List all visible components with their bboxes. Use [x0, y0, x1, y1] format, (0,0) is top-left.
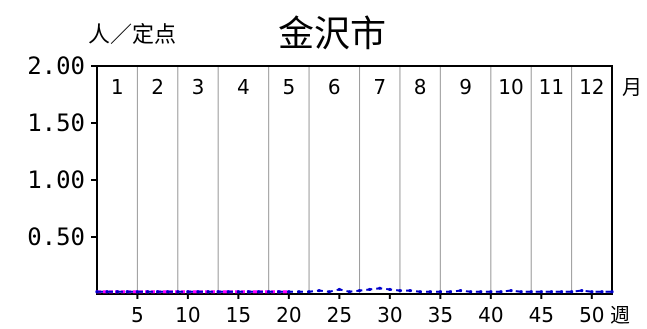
month-label: 12	[579, 75, 604, 99]
data-point	[186, 290, 190, 294]
data-point	[105, 290, 109, 294]
data-point	[580, 288, 584, 293]
data-point	[368, 287, 372, 292]
month-label: 5	[282, 75, 295, 99]
chart-title: 金沢市	[278, 14, 386, 55]
month-label: 6	[328, 75, 341, 99]
data-point	[519, 290, 523, 294]
data-point	[226, 290, 230, 294]
data-point	[458, 288, 463, 293]
series-line	[97, 287, 612, 293]
x-tick-label: 50	[579, 303, 604, 327]
x-tick-label: 35	[428, 303, 453, 327]
data-point	[448, 290, 453, 294]
plot-frame	[96, 65, 613, 295]
data-point	[479, 290, 483, 294]
data-point	[489, 290, 493, 294]
month-label: 2	[151, 75, 164, 99]
data-point	[246, 290, 251, 294]
data-point	[559, 290, 564, 294]
data-point	[155, 290, 160, 294]
data-point	[176, 290, 180, 294]
month-label: 11	[539, 75, 564, 99]
data-point	[267, 290, 271, 294]
data-point	[398, 288, 402, 293]
data-point	[438, 290, 442, 294]
data-point	[216, 290, 220, 294]
data-point	[357, 288, 362, 293]
data-point	[297, 290, 301, 294]
x-tick-label: 45	[529, 303, 554, 327]
week-label: 週	[610, 303, 630, 327]
month-label: 8	[414, 75, 427, 99]
data-point	[337, 287, 341, 292]
data-point	[135, 290, 139, 294]
data-point	[529, 290, 533, 294]
y-tick-label: 2.00	[27, 52, 85, 80]
data-point	[378, 286, 382, 290]
data-point	[469, 290, 473, 294]
data-point	[610, 290, 614, 294]
x-tick-label: 25	[327, 303, 352, 327]
month-label: 7	[373, 75, 386, 99]
data-point	[570, 290, 574, 294]
month-label: 3	[192, 75, 205, 99]
month-label: 9	[459, 75, 472, 99]
data-point	[95, 290, 99, 294]
data-point	[115, 290, 119, 294]
y-tick-label: 1.00	[27, 166, 85, 194]
x-tick-label: 15	[226, 303, 251, 327]
x-tick-label: 5	[131, 303, 144, 327]
data-point	[256, 290, 261, 294]
y-tick-label: 0.50	[27, 223, 85, 251]
data-point	[388, 287, 392, 292]
data-point	[166, 290, 170, 294]
data-point	[236, 290, 240, 294]
data-point	[145, 290, 150, 294]
month-label: 10	[498, 75, 523, 99]
x-tick-label: 40	[478, 303, 503, 327]
month-label: 1	[111, 75, 124, 99]
data-point	[287, 290, 291, 294]
data-point	[539, 290, 543, 294]
month-label: 4	[237, 75, 250, 99]
data-point	[307, 290, 311, 294]
data-point	[196, 290, 200, 294]
month-label: 月	[622, 75, 642, 99]
data-point	[125, 290, 129, 294]
y-unit-label: 人／定点	[88, 23, 176, 48]
data-point	[206, 290, 210, 294]
x-tick-label: 20	[276, 303, 301, 327]
data-point	[549, 290, 554, 294]
data-point	[317, 288, 321, 293]
data-point	[347, 290, 352, 294]
y-tick-label: 1.50	[27, 109, 85, 137]
data-point	[590, 290, 594, 294]
data-point	[327, 290, 331, 294]
data-point	[418, 290, 422, 294]
data-point	[499, 290, 503, 294]
data-point	[428, 290, 432, 294]
data-point	[408, 288, 412, 293]
data-point	[277, 290, 281, 294]
data-point	[600, 290, 604, 294]
data-point	[509, 288, 513, 293]
x-tick-label: 30	[377, 303, 402, 327]
x-tick-label: 10	[175, 303, 200, 327]
